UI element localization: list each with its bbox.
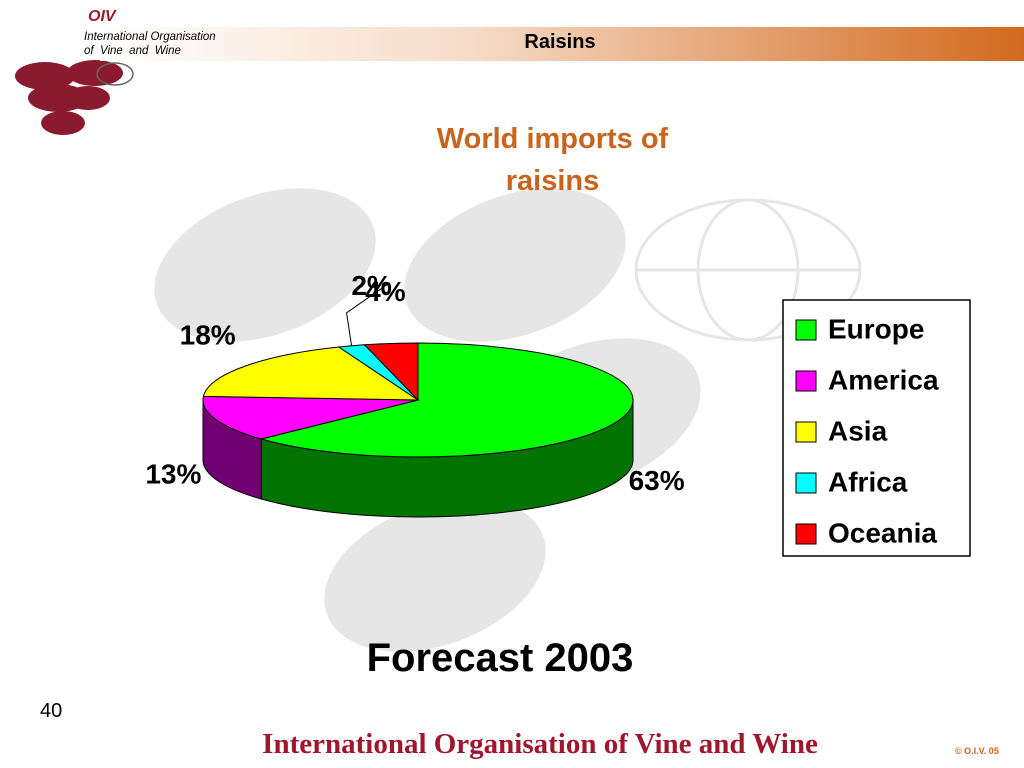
legend-swatch <box>795 370 817 392</box>
chart-subtitle: Forecast 2003 <box>366 636 634 680</box>
legend-swatch <box>795 319 817 341</box>
data-label: 2% <box>351 270 392 301</box>
legend-swatch <box>795 421 817 443</box>
legend-label: Europe <box>828 313 924 344</box>
copyright: © O.I.V. 05 <box>955 746 999 756</box>
logo-grapes <box>15 60 134 135</box>
legend-swatch <box>795 472 817 494</box>
chart-title: World imports of raisins <box>436 123 669 197</box>
data-label: 13% <box>145 459 201 490</box>
data-label: 18% <box>180 319 236 350</box>
pie-slice <box>202 395 419 440</box>
pie-slice <box>363 342 419 402</box>
legend-swatch <box>795 523 817 545</box>
leader-line <box>346 282 390 346</box>
org-line: International Organisation <box>84 31 216 43</box>
data-label: 4% <box>365 276 406 307</box>
slide-title: Raisins <box>524 31 596 53</box>
footer-text: International Organisation of Vine and W… <box>262 728 818 760</box>
legend-label: Asia <box>828 415 888 446</box>
legend-label: America <box>828 364 939 395</box>
header-bar <box>100 27 1024 61</box>
org-line: of Vine and Wine <box>84 45 181 57</box>
pie-slice <box>259 342 634 458</box>
legend-label: Oceania <box>828 517 937 548</box>
data-label: 63% <box>629 465 685 496</box>
pie-slice <box>202 346 420 401</box>
logo: OIV <box>88 8 116 25</box>
legend-label: Africa <box>828 466 908 497</box>
page-number: 40 <box>40 700 63 722</box>
